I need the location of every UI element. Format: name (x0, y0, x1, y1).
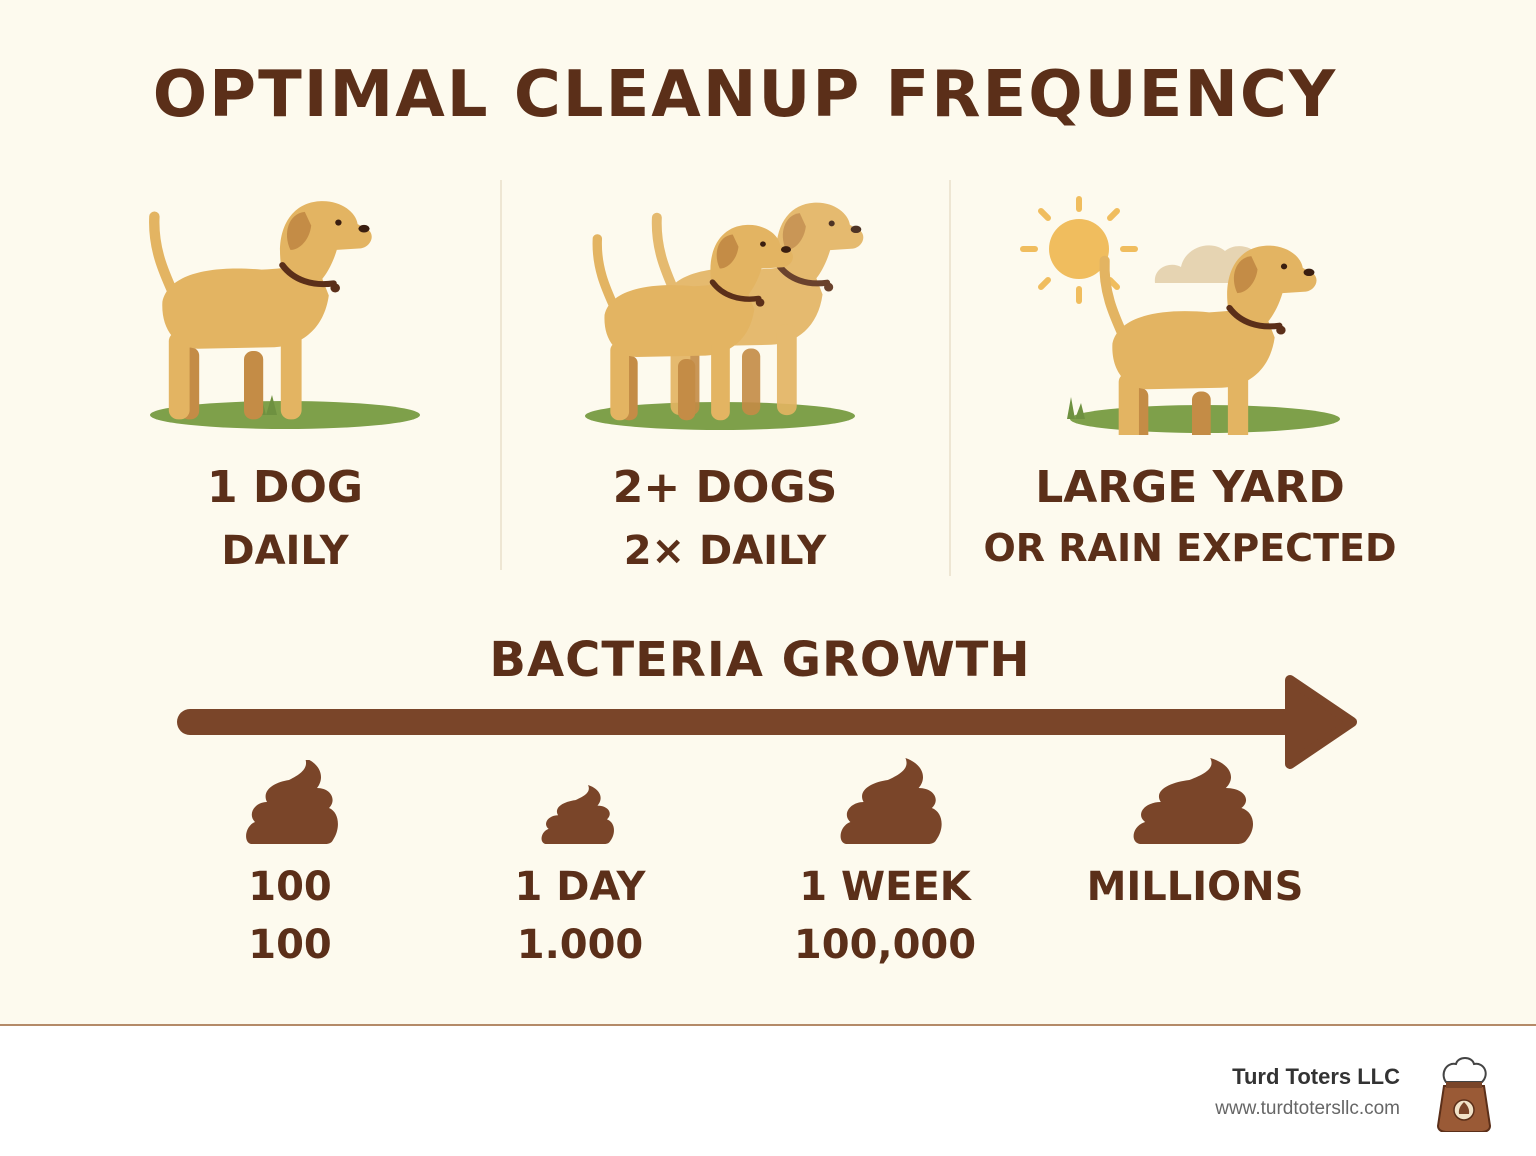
stage-1-count: 100 (248, 922, 332, 968)
column-3-title: LARGE YARD (1035, 462, 1345, 513)
poop-icon (1133, 758, 1254, 844)
footer-brand: Turd Toters LLC (1232, 1064, 1400, 1089)
bacteria-growth-title: BACTERIA GROWTH (489, 632, 1031, 688)
footer-url[interactable]: www.turdtotersllc.com (1215, 1098, 1400, 1119)
column-2-title: 2+ DOGS (612, 462, 838, 513)
dog-sun-cloud-icon (1020, 196, 1340, 435)
stage-4: MILLIONS (1070, 858, 1320, 916)
stage-2: 1 DAY 1.000 (470, 858, 690, 974)
dog-icon (140, 190, 420, 429)
stage-1: 100 100 (190, 858, 390, 974)
column-divider (500, 180, 502, 570)
column-1-title: 1 DOG (207, 462, 363, 513)
stage-3-label: 1 WEEK (799, 864, 971, 910)
column-1-frequency: DAILY (221, 528, 349, 574)
poop-icon (840, 758, 942, 844)
column-2-frequency: 2× DAILY (623, 528, 827, 574)
growth-arrow-icon (177, 675, 1357, 769)
poop-icon (246, 760, 338, 844)
stage-2-label: 1 DAY (514, 864, 646, 910)
stage-3: 1 WEEK 100,000 (770, 858, 1000, 974)
footer (0, 1024, 1536, 1156)
stage-4-label: MILLIONS (1086, 864, 1304, 910)
stage-1-label: 100 (248, 864, 332, 910)
stage-2-count: 1.000 (516, 922, 644, 968)
column-divider (949, 180, 951, 576)
poop-icon (541, 785, 615, 844)
stage-3-count: 100,000 (793, 922, 977, 968)
page-title: OPTIMAL CLEANUP FREQUENCY (152, 58, 1338, 132)
logo-icon (1436, 1057, 1492, 1132)
two-dogs-icon (585, 200, 880, 430)
column-3-frequency: OR RAIN EXPECTED (983, 526, 1397, 570)
